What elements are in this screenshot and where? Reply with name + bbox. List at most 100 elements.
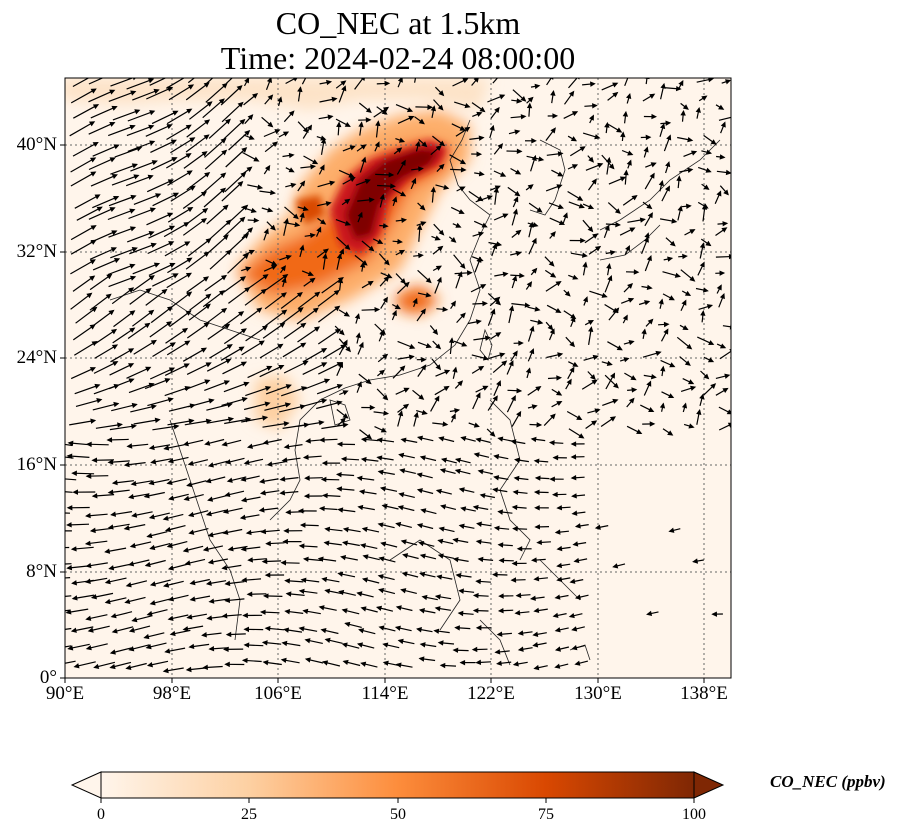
- wind-arrowhead: [421, 356, 427, 363]
- wind-arrowhead: [515, 250, 522, 257]
- wind-arrowhead: [171, 73, 175, 76]
- wind-arrowhead: [143, 493, 150, 499]
- wind-arrowhead: [571, 164, 579, 170]
- wind-arrowhead: [226, 344, 233, 350]
- wind-arrowhead: [225, 631, 232, 638]
- wind-arrowhead: [336, 253, 343, 260]
- wind-arrowhead: [344, 244, 351, 251]
- wind-arrowhead: [267, 121, 274, 128]
- wind-arrowhead: [282, 538, 288, 545]
- wind-arrowhead: [91, 457, 98, 463]
- wind-arrowhead: [325, 201, 332, 207]
- wind-arrowhead: [512, 208, 518, 215]
- wind-arrow: [70, 367, 96, 380]
- wind-arrowhead: [357, 381, 362, 388]
- wind-arrowhead: [515, 592, 522, 599]
- wind-arrowhead: [435, 364, 442, 371]
- wind-arrowhead: [166, 86, 174, 92]
- wind-arrowhead: [283, 443, 290, 450]
- wind-arrowhead: [146, 662, 154, 668]
- wind-arrowhead: [622, 110, 629, 117]
- wind-arrowhead: [343, 311, 350, 317]
- wind-arrowhead: [349, 176, 356, 183]
- wind-arrowhead: [167, 615, 174, 622]
- lon-label-122e: 122°E: [467, 683, 515, 704]
- wind-arrowhead: [588, 326, 594, 333]
- wind-arrowhead: [329, 180, 336, 186]
- wind-arrowhead: [285, 254, 292, 260]
- wind-arrowhead: [153, 262, 161, 268]
- wind-arrowhead: [129, 208, 136, 214]
- wind-arrowhead: [647, 318, 654, 325]
- wind-arrow: [207, 324, 230, 340]
- wind-arrowhead: [85, 473, 92, 479]
- wind-arrowhead: [412, 297, 418, 305]
- wind-arrowhead: [430, 186, 436, 193]
- wind-arrowhead: [205, 418, 212, 424]
- wind-arrow: [182, 347, 207, 362]
- wind-arrowhead: [655, 350, 662, 356]
- wind-arrowhead: [533, 576, 540, 582]
- wind-arrowhead: [129, 226, 137, 232]
- wind-arrowhead: [476, 521, 482, 527]
- wind-arrowhead: [397, 505, 404, 511]
- wind-arrowhead: [380, 427, 387, 433]
- wind-arrowhead: [628, 71, 631, 75]
- wind-arrow: [107, 264, 135, 276]
- wind-arrowhead: [418, 541, 425, 547]
- wind-arrowhead: [48, 511, 52, 515]
- wind-arrowhead: [331, 96, 338, 103]
- wind-arrowhead: [529, 348, 535, 355]
- wind-arrowhead: [536, 207, 543, 213]
- wind-arrowhead: [85, 562, 92, 569]
- wind-arrowhead: [128, 561, 135, 567]
- wind-arrow: [93, 361, 118, 374]
- wind-arrowhead: [125, 582, 132, 588]
- wind-arrowhead: [267, 207, 274, 213]
- wind-arrowhead: [130, 480, 137, 487]
- wind-arrowhead: [208, 398, 215, 404]
- wind-arrowhead: [153, 88, 160, 95]
- wind-arrowhead: [237, 181, 244, 187]
- wind-arrowhead: [224, 459, 231, 465]
- wind-arrow: [414, 78, 417, 83]
- wind-arrow: [92, 310, 114, 327]
- wind-arrowhead: [416, 523, 423, 529]
- wind-arrowhead: [342, 540, 348, 546]
- wind-arrowhead: [361, 526, 368, 533]
- wind-arrowhead: [241, 577, 247, 583]
- wind-arrowhead: [299, 211, 305, 219]
- wind-arrowhead: [517, 630, 524, 636]
- wind-arrow: [72, 275, 95, 292]
- wind-arrowhead: [499, 352, 506, 358]
- wind-arrowhead: [408, 115, 415, 121]
- wind-arrowhead: [516, 546, 523, 552]
- wind-arrowhead: [243, 642, 250, 648]
- wind-arrowhead: [281, 457, 288, 463]
- wind-arrowhead: [161, 288, 168, 295]
- wind-arrow: [89, 247, 116, 260]
- wind-arrowhead: [128, 493, 134, 500]
- wind-arrowhead: [555, 280, 562, 287]
- wind-arrowhead: [297, 508, 304, 514]
- wind-arrowhead: [89, 121, 96, 127]
- wind-arrowhead: [510, 577, 517, 583]
- wind-arrowhead: [109, 157, 116, 163]
- wind-arrowhead: [425, 277, 432, 284]
- wind-arrowhead: [494, 296, 501, 303]
- wind-arrowhead: [149, 207, 156, 213]
- wind-arrowhead: [131, 512, 138, 518]
- wind-arrowhead: [50, 596, 54, 599]
- wind-arrowhead: [556, 375, 563, 381]
- wind-arrowhead: [326, 79, 333, 86]
- axis-ticks: [60, 144, 705, 683]
- wind-arrowhead: [281, 640, 288, 647]
- wind-arrowhead: [189, 579, 196, 586]
- wind-arrowhead: [168, 495, 175, 501]
- wind-arrowhead: [167, 212, 174, 218]
- wind-arrow: [245, 386, 271, 397]
- wind-arrowhead: [51, 441, 55, 445]
- wind-arrow: [185, 251, 209, 270]
- wind-arrowhead: [264, 164, 271, 172]
- wind-arrowhead: [148, 514, 155, 520]
